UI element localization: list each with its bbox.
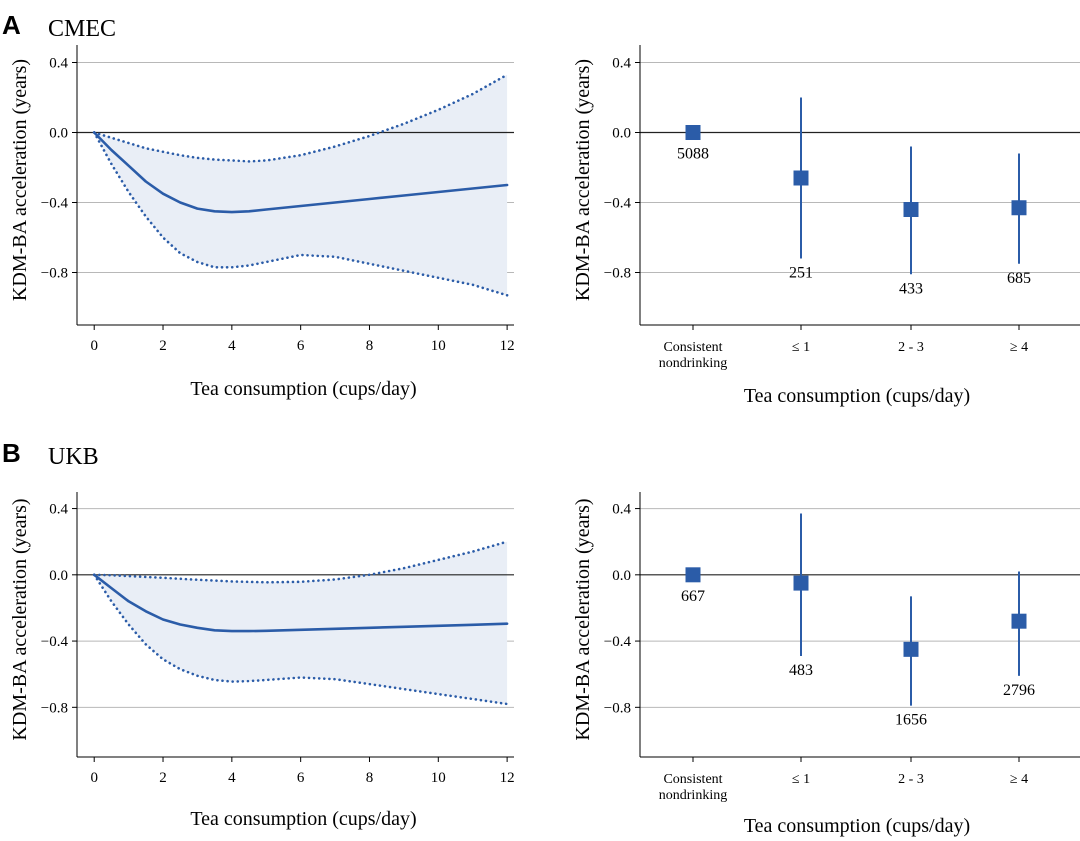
category-label: ≤ 1 (792, 772, 810, 787)
x-tick-label: 0 (90, 770, 98, 786)
y-tick-label: −0.8 (41, 700, 68, 716)
point-marker (903, 202, 919, 217)
chart-a-left-spline: 0.4 0.0 −0.4 −0.8 KDM-BA acceleration (years… (9, 45, 515, 400)
panel-title-a: CMEC (48, 16, 116, 42)
x-tick-label: 2 (159, 770, 167, 786)
upper-ci-line (92, 73, 509, 163)
y-tick-label: 0.0 (49, 568, 68, 584)
sample-size-label: 483 (789, 662, 813, 679)
y-tick-label: −0.4 (41, 196, 69, 212)
chart-a-right-categories: 0.4 0.0 −0.4 −0.8 KDM-BA acceleration (years… (572, 45, 1080, 407)
sample-size-label: 685 (1007, 270, 1031, 287)
category-label: ≥ 4 (1010, 772, 1028, 787)
x-tick-label: 10 (431, 770, 446, 786)
point-marker (685, 567, 701, 583)
point-marker (793, 575, 809, 591)
x-axis-label: Tea consumption (cups/day) (744, 385, 970, 407)
y-axis-label: KDM-BA acceleration (years) (572, 498, 594, 740)
upper-ci-line (92, 540, 509, 584)
y-tick-label: 0.4 (49, 502, 68, 518)
category-label: ≥ 4 (1010, 340, 1028, 355)
x-tick-label: 12 (500, 338, 515, 354)
point-marker (793, 170, 809, 186)
y-tick-label: 0.0 (49, 126, 68, 142)
sample-size-label: 5088 (677, 146, 709, 163)
y-tick-label: −0.4 (604, 634, 632, 650)
y-tick-label: 0.4 (49, 56, 68, 72)
x-axis-label: Tea consumption (cups/day) (190, 378, 416, 400)
category-label: nondrinking (659, 788, 727, 803)
sample-size-label: 667 (681, 588, 705, 605)
panel-letter-a: A (2, 10, 21, 40)
point-marker (685, 125, 701, 140)
x-tick-label: 2 (159, 338, 167, 354)
x-axis-label: Tea consumption (cups/day) (190, 808, 416, 830)
sample-size-label: 433 (899, 280, 923, 297)
panel-letter-b: B (2, 438, 21, 468)
point-marker (1011, 613, 1027, 629)
chart-b-right-categories: 0.4 0.0 −0.4 −0.8 KDM-BA acceleration (years… (572, 492, 1080, 837)
estimate-line (92, 131, 509, 214)
sample-size-label: 1656 (895, 712, 927, 729)
y-tick-label: −0.8 (604, 700, 631, 716)
estimate-line (92, 573, 509, 633)
y-tick-label: 0.0 (612, 126, 631, 142)
x-tick-label: 4 (228, 770, 236, 786)
point-marker (903, 641, 919, 657)
x-tick-label: 6 (297, 770, 305, 786)
x-tick-label: 10 (431, 338, 446, 354)
y-axis-label: KDM-BA acceleration (years) (9, 59, 31, 301)
category-label: Consistent (663, 340, 722, 355)
y-tick-label: −0.8 (41, 266, 68, 282)
y-tick-label: −0.4 (604, 196, 632, 212)
y-tick-label: 0.4 (612, 56, 631, 72)
category-label: 2 - 3 (898, 340, 924, 355)
confidence-band (94, 541, 508, 704)
chart-b-left-spline: 0.4 0.0 −0.4 −0.8 KDM-BA acceleration (years… (9, 492, 515, 830)
sample-size-label: 251 (789, 265, 813, 282)
category-label: ≤ 1 (792, 340, 810, 355)
sample-size-label: 2796 (1003, 682, 1035, 699)
x-tick-label: 12 (500, 770, 515, 786)
x-axis-label: Tea consumption (cups/day) (744, 815, 970, 837)
panel-title-b: UKB (48, 444, 99, 470)
y-tick-label: 0.0 (612, 568, 631, 584)
y-tick-label: −0.8 (604, 266, 631, 282)
y-axis-label: KDM-BA acceleration (years) (572, 59, 594, 301)
x-tick-label: 6 (297, 338, 305, 354)
confidence-band (94, 74, 508, 296)
x-tick-label: 0 (90, 338, 98, 354)
y-tick-label: −0.4 (41, 634, 69, 650)
category-label: 2 - 3 (898, 772, 924, 787)
lower-ci-line (92, 573, 509, 706)
y-axis-label: KDM-BA acceleration (years) (9, 498, 31, 740)
x-tick-label: 4 (228, 338, 236, 354)
y-tick-label: 0.4 (612, 502, 631, 518)
category-label: nondrinking (659, 356, 727, 371)
x-tick-label: 8 (366, 338, 374, 354)
point-marker (1011, 200, 1027, 216)
category-label: Consistent (663, 772, 722, 787)
x-tick-label: 8 (366, 770, 374, 786)
